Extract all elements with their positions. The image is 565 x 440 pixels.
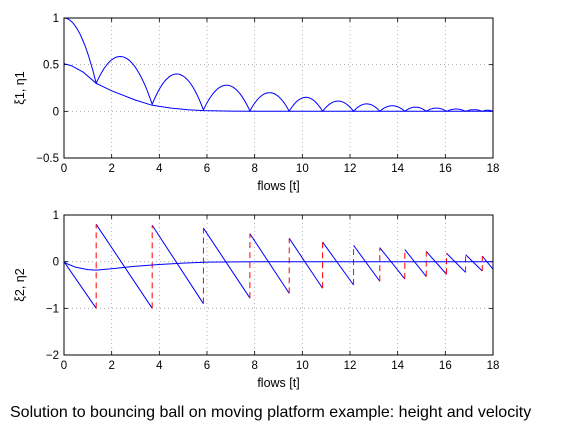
- x-tick-label: 16: [439, 163, 452, 175]
- velocity-segment: [322, 241, 354, 286]
- y-axis-label: ξ1, η1: [13, 71, 27, 104]
- y-tick-label: 0: [53, 257, 59, 269]
- y-tick-label: 0: [53, 106, 59, 118]
- y-tick-label: 1: [53, 13, 59, 25]
- x-tick-label: 12: [344, 360, 357, 372]
- plot-area: [64, 215, 493, 355]
- velocity-segment: [425, 251, 447, 275]
- bottom-plot: 0 2 4 6 8 10 12 14 16 18 −2 −1 0 1 flows [t] ξ2, η2: [13, 210, 499, 390]
- velocity-segment: [151, 224, 204, 304]
- y-tick-label: −0.5: [36, 153, 59, 165]
- velocity-segment: [379, 247, 406, 280]
- plot-area: [64, 18, 493, 158]
- x-axis-label: flows [t]: [257, 376, 299, 390]
- y-axis-label: ξ2, η2: [13, 268, 27, 301]
- x-tick-label: 2: [108, 163, 114, 175]
- velocity-segment: [203, 227, 251, 299]
- x-tick-label: 18: [487, 163, 500, 175]
- velocity-segment: [353, 245, 381, 282]
- x-tick-label: 8: [251, 360, 257, 372]
- x-tick-label: 6: [204, 360, 210, 372]
- velocity-segment: [249, 233, 290, 294]
- figure-caption: Solution to bouncing ball on moving plat…: [10, 404, 532, 421]
- x-tick-label: 8: [251, 163, 257, 175]
- series-platform-velocity: [63, 261, 493, 271]
- x-tick-label: 18: [487, 360, 500, 372]
- velocity-segment: [465, 254, 483, 272]
- velocity-segment: [288, 238, 324, 289]
- velocity-segment: [95, 224, 153, 309]
- y-tick-label: −2: [46, 350, 59, 362]
- velocity-segment: [404, 249, 427, 277]
- velocity-segment: [481, 255, 494, 270]
- x-tick-label: 14: [391, 163, 404, 175]
- x-tick-label: 10: [296, 163, 309, 175]
- axes-box: [63, 17, 494, 159]
- x-tick-label: 0: [61, 360, 67, 372]
- x-tick-label: 4: [156, 163, 163, 175]
- series-platform-height: [63, 63, 493, 112]
- velocity-segment: [63, 261, 97, 309]
- x-tick-label: 4: [156, 360, 163, 372]
- y-tick-label: −1: [46, 303, 59, 315]
- y-tick-label: 1: [53, 210, 59, 222]
- axes-box: [63, 214, 494, 356]
- x-tick-label: 6: [204, 163, 210, 175]
- x-tick-label: 14: [391, 360, 404, 372]
- velocity-segment: [446, 252, 466, 273]
- x-tick-label: 2: [108, 360, 114, 372]
- y-tick-label: 0.5: [43, 60, 59, 72]
- x-axis-label: flows [t]: [257, 179, 299, 193]
- x-tick-label: 10: [296, 360, 309, 372]
- x-tick-label: 12: [344, 163, 357, 175]
- x-tick-label: 0: [61, 163, 67, 175]
- x-tick-label: 16: [439, 360, 452, 372]
